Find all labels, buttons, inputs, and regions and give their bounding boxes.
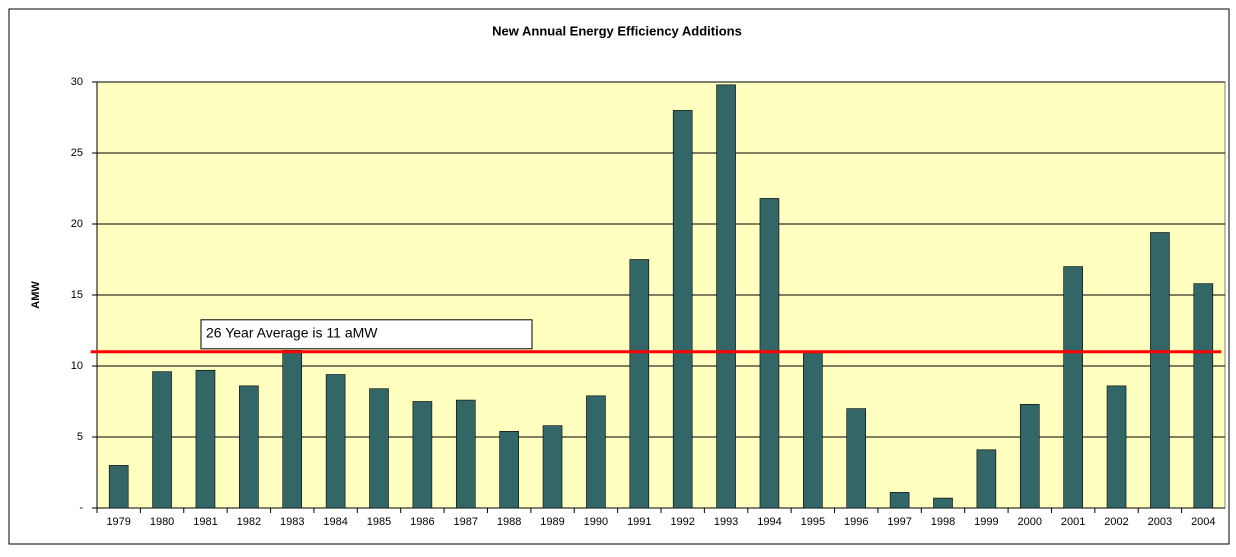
- x-tick-label: 1983: [280, 516, 304, 528]
- y-tick-label: 5: [77, 431, 83, 443]
- x-tick-label: 2000: [1018, 516, 1042, 528]
- chart-title: New Annual Energy Efficiency Additions: [492, 23, 742, 38]
- bar: [1150, 232, 1170, 509]
- x-tick-label: 1999: [974, 516, 998, 528]
- bar: [239, 385, 259, 509]
- bar: [108, 465, 129, 509]
- x-tick-label: 1979: [106, 516, 130, 528]
- bar: [195, 369, 216, 509]
- bar: [282, 350, 303, 509]
- x-tick-label: 1998: [931, 516, 955, 528]
- y-tick-label: 15: [71, 289, 83, 301]
- y-tick-label: 10: [71, 360, 83, 372]
- x-tick-label: 2004: [1191, 516, 1215, 528]
- bar: [672, 110, 693, 509]
- x-tick-label: 1986: [410, 516, 434, 528]
- annotation-box: [200, 319, 533, 350]
- bar: [1106, 385, 1127, 509]
- y-tick-label: 30: [71, 76, 83, 88]
- x-tick-label: 1980: [150, 516, 174, 528]
- x-tick-label: 1982: [237, 516, 261, 528]
- bar: [455, 399, 476, 509]
- bar: [933, 497, 953, 509]
- x-tick-label: 2001: [1061, 516, 1085, 528]
- y-tick-label: 25: [71, 147, 83, 159]
- bar: [325, 374, 346, 509]
- x-tick-label: 1981: [193, 516, 217, 528]
- y-axis-label: AMW: [30, 281, 42, 309]
- bar: [1063, 266, 1083, 509]
- x-tick-label: 1994: [757, 516, 781, 528]
- annotation: 26 Year Average is 11 aMW: [206, 325, 378, 341]
- x-tick-label: 1997: [887, 516, 911, 528]
- x-tick-label: 1985: [367, 516, 391, 528]
- x-tick-label: 1984: [323, 516, 347, 528]
- bar: [499, 431, 519, 509]
- x-tick-label: 1992: [670, 516, 694, 528]
- bar: [629, 259, 650, 509]
- bar: [1193, 283, 1214, 509]
- bar: [889, 492, 910, 509]
- bar: [716, 84, 736, 509]
- bar: [846, 408, 867, 509]
- x-tick-label: 2002: [1104, 516, 1128, 528]
- bar: [542, 425, 563, 509]
- bar: [803, 351, 823, 509]
- y-tick-label: -: [79, 502, 83, 514]
- x-tick-label: 1988: [497, 516, 521, 528]
- bar: [586, 395, 606, 509]
- x-tick-label: 1993: [714, 516, 738, 528]
- x-tick-label: 2003: [1148, 516, 1172, 528]
- x-tick-label: 1995: [801, 516, 825, 528]
- bar: [152, 371, 172, 509]
- x-tick-label: 1996: [844, 516, 868, 528]
- bar: [412, 401, 433, 509]
- y-tick-label: 20: [71, 218, 83, 230]
- x-tick-label: 1990: [584, 516, 608, 528]
- x-tick-label: 1987: [454, 516, 478, 528]
- bar: [1019, 404, 1040, 509]
- bar: [369, 388, 389, 509]
- x-tick-label: 1989: [540, 516, 564, 528]
- x-tick-label: 1991: [627, 516, 651, 528]
- bar: [976, 449, 997, 509]
